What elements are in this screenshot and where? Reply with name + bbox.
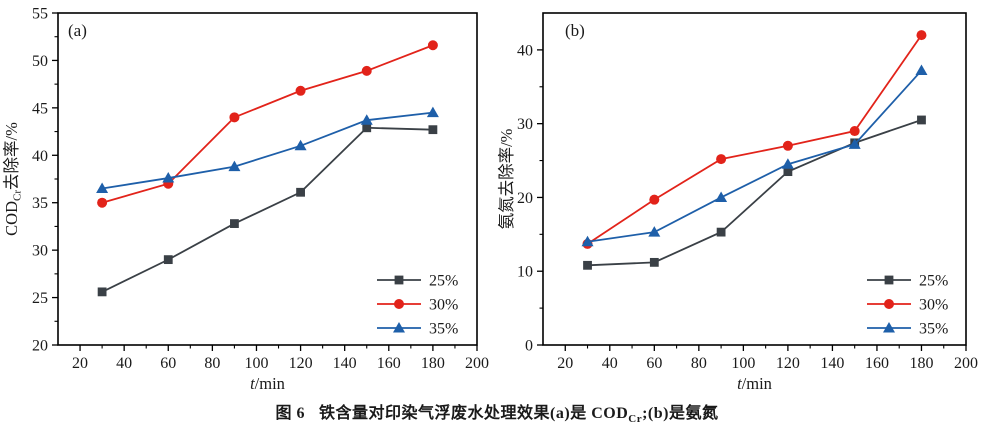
y-axis: 20 25 30 35 40 45 50 55: [32, 6, 58, 355]
svg-text:180: 180: [421, 355, 445, 372]
svg-text:140: 140: [820, 355, 844, 372]
chart-b: 20 40 60 80 100 120 140 160 180 200 0 10 20 30 40 25% 30…: [497, 12, 978, 393]
svg-text:180: 180: [909, 355, 933, 372]
caption-subscript: Cr: [628, 413, 643, 426]
legend: 25% 30% 35%: [867, 273, 948, 338]
svg-text:20: 20: [72, 355, 88, 372]
plot-frame: [542, 12, 967, 346]
legend-label: 25%: [429, 273, 458, 290]
y-axis: 0 10 20 30 40: [517, 42, 543, 355]
legend-label: 35%: [429, 321, 458, 338]
caption-text: 铁含量对印染气浮废水处理效果(a)是 COD: [319, 405, 629, 422]
svg-text:160: 160: [865, 355, 889, 372]
x-axis-label: t/min: [250, 374, 285, 393]
legend-entry-30%: 30%: [867, 297, 948, 314]
series-30%: [582, 30, 927, 249]
svg-text:200: 200: [954, 355, 978, 372]
caption-text-tail: ;(b)是氨氮: [642, 405, 719, 422]
svg-text:120: 120: [289, 355, 313, 372]
plot-frame: [57, 12, 478, 346]
series-25%: [583, 115, 926, 270]
panel-label: (a): [68, 21, 87, 40]
y-axis-label: 氨氮去除率/%: [497, 128, 516, 229]
x-axis-label: t/min: [737, 374, 772, 393]
series-25%: [97, 123, 438, 297]
series-30%: [97, 40, 438, 208]
y-axis-label: CODCr去除率/%: [2, 122, 24, 236]
svg-text:30: 30: [517, 116, 533, 133]
legend-entry-25%: 25%: [377, 273, 458, 290]
svg-text:35: 35: [32, 195, 48, 212]
svg-text:60: 60: [160, 355, 176, 372]
svg-text:80: 80: [204, 355, 220, 372]
svg-text:20: 20: [557, 355, 573, 372]
figure-number: 图 6: [275, 405, 306, 422]
svg-text:45: 45: [32, 100, 48, 117]
svg-text:40: 40: [602, 355, 618, 372]
svg-text:100: 100: [244, 355, 268, 372]
svg-text:0: 0: [525, 338, 533, 355]
svg-text:40: 40: [517, 42, 533, 59]
svg-text:40: 40: [116, 355, 132, 372]
svg-text:100: 100: [731, 355, 755, 372]
svg-text:30: 30: [32, 243, 48, 260]
panel-label: (b): [565, 21, 585, 40]
svg-text:80: 80: [691, 355, 707, 372]
x-axis: 20 40 60 80 100 120 140 160 180 200: [557, 345, 978, 372]
svg-text:20: 20: [32, 338, 48, 355]
legend-label: 25%: [919, 273, 948, 290]
series-35%: [581, 64, 928, 247]
legend-entry-30%: 30%: [377, 297, 458, 314]
chart-a: 20 40 60 80 100 120 140 160 180 200 20 25 30 35 40 45 50…: [2, 6, 489, 394]
svg-text:140: 140: [333, 355, 357, 372]
chart-panel-a: 20 40 60 80 100 120 140 160 180 200 20 25 30 35 40 45 50…: [0, 0, 497, 398]
legend-entry-35%: 35%: [377, 321, 458, 338]
legend: 25% 30% 35%: [377, 273, 458, 338]
svg-text:200: 200: [465, 355, 489, 372]
svg-text:60: 60: [646, 355, 662, 372]
legend-label: 35%: [919, 321, 948, 338]
legend-label: 30%: [919, 297, 948, 314]
svg-text:10: 10: [517, 264, 533, 281]
svg-text:160: 160: [377, 355, 401, 372]
svg-text:50: 50: [32, 53, 48, 70]
x-axis: 20 40 60 80 100 120 140 160 180 200: [72, 345, 489, 372]
figure-caption: 图 6 铁含量对印染气浮废水处理效果(a)是 CODCr;(b)是氨氮: [0, 399, 994, 425]
svg-text:40: 40: [32, 148, 48, 165]
svg-text:25: 25: [32, 290, 48, 307]
legend-entry-35%: 35%: [867, 321, 948, 338]
svg-text:120: 120: [776, 355, 800, 372]
series-35%: [96, 106, 439, 193]
legend-entry-25%: 25%: [867, 273, 948, 290]
legend-label: 30%: [429, 297, 458, 314]
chart-panel-b: 20 40 60 80 100 120 140 160 180 200 0 10 20 30 40 25% 30…: [497, 0, 994, 398]
svg-text:55: 55: [32, 6, 48, 23]
svg-text:20: 20: [517, 190, 533, 207]
